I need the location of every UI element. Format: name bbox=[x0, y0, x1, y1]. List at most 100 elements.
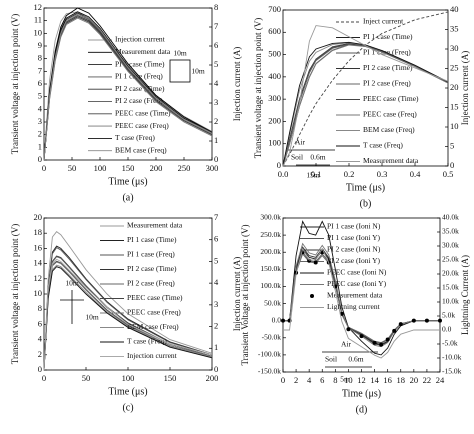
y2-tick-label: 15.0k bbox=[442, 283, 459, 292]
y-tick-label: 8 bbox=[38, 53, 42, 63]
x-tick-label: 0 bbox=[281, 375, 285, 385]
x-tick-label: 100 bbox=[94, 163, 107, 173]
annotation: 10m bbox=[173, 49, 187, 58]
legend-label: Measurement data bbox=[363, 156, 419, 165]
y-tick-label: 8 bbox=[38, 303, 42, 313]
legend-label: PI 2 case (Time) bbox=[363, 63, 413, 72]
legend-label: Measurement data bbox=[327, 291, 383, 300]
x-tick-label: 250 bbox=[178, 163, 191, 173]
legend-label: PI 1 case (Freq) bbox=[115, 72, 163, 81]
x-tick-label: 0 bbox=[42, 373, 46, 383]
legend-label: Measurement data bbox=[115, 47, 171, 56]
y2-tick-label: 2 bbox=[214, 321, 218, 331]
y2-tick-label: 0 bbox=[214, 364, 218, 374]
annotation: 5m bbox=[340, 375, 350, 384]
y-tick-label: 6 bbox=[38, 78, 42, 88]
y-tick-label: 2 bbox=[38, 349, 42, 359]
y2-tick-label: 20 bbox=[450, 82, 459, 92]
series-line bbox=[282, 25, 449, 167]
y-tick-label: 200.0k bbox=[260, 247, 281, 256]
annotation: 10m bbox=[65, 279, 79, 288]
annotation: 0.6m bbox=[310, 153, 325, 162]
legend-label: PI 1 case (Freq) bbox=[127, 250, 175, 259]
data-point bbox=[281, 318, 285, 323]
legend-label: Lightning current bbox=[327, 302, 381, 311]
data-point bbox=[372, 340, 377, 345]
legend-label: PI 1 case (Ioni Y) bbox=[327, 233, 381, 242]
series-line bbox=[43, 17, 213, 161]
y2-tick-label: 0 bbox=[214, 154, 218, 164]
data-point bbox=[411, 318, 416, 323]
x-tick-label: 24 bbox=[436, 375, 445, 385]
legend-label: PI 2 case (Freq) bbox=[127, 279, 175, 288]
y2-tick-label: 15 bbox=[450, 101, 459, 111]
x-tick-label: 4 bbox=[307, 375, 312, 385]
legend-label: Inject current bbox=[363, 17, 404, 26]
grid-square bbox=[169, 59, 191, 83]
annotation: 0.6m bbox=[348, 355, 363, 364]
y-tick-label: 250.0k bbox=[260, 230, 281, 239]
legend-label: PEEC case (Ioni Y) bbox=[327, 279, 387, 288]
y2-tick-label: 25.0k bbox=[442, 255, 459, 264]
y2-axis-label: Lightning Current (A) bbox=[460, 255, 470, 335]
data-point bbox=[359, 334, 364, 339]
series-line bbox=[282, 41, 449, 167]
y2-tick-label: 2 bbox=[214, 116, 218, 126]
series-line bbox=[43, 13, 213, 161]
y-axis-label: Transient voltage at injection point (V) bbox=[10, 224, 20, 364]
legend-label: BEM case (Freq) bbox=[127, 322, 179, 331]
legend-label: PI 2 case (Time) bbox=[127, 264, 177, 273]
legend-label: T case (Freq) bbox=[127, 337, 167, 346]
legend-label: Measurement data bbox=[127, 221, 183, 230]
y-tick-label: 100 bbox=[268, 138, 281, 148]
y-tick-label: 3 bbox=[38, 116, 42, 126]
y2-tick-label: 5 bbox=[214, 59, 218, 69]
x-tick-label: 200 bbox=[206, 373, 219, 383]
legend-label: PI 1 case (Freq) bbox=[363, 48, 411, 57]
x-tick-label: 10 bbox=[344, 375, 353, 385]
y2-tick-label: -5.0k bbox=[442, 339, 458, 348]
y-tick-label: 4 bbox=[38, 334, 43, 344]
series-line bbox=[283, 220, 440, 356]
x-tick-label: 18 bbox=[397, 375, 406, 385]
y2-tick-label: -15.0k bbox=[442, 367, 462, 376]
y2-tick-label: 0 bbox=[450, 160, 454, 170]
y2-axis-label: Injection current (A) bbox=[460, 51, 470, 125]
x-tick-label: 300 bbox=[206, 163, 219, 173]
y2-tick-label: 8 bbox=[214, 2, 218, 12]
y2-tick-label: 35 bbox=[450, 23, 459, 33]
y-tick-label: 300.0k bbox=[260, 213, 281, 222]
x-axis-label: Time (μs) bbox=[346, 182, 385, 193]
legend-swatch bbox=[310, 294, 314, 298]
y-tick-label: 0 bbox=[38, 154, 42, 164]
y-tick-label: 400 bbox=[268, 71, 281, 81]
y-tick-label: 20 bbox=[34, 212, 43, 222]
y-tick-label: 2 bbox=[38, 129, 42, 139]
y2-tick-label: 4 bbox=[214, 78, 219, 88]
y2-tick-label: 20.0k bbox=[442, 269, 459, 278]
series-line bbox=[43, 258, 213, 371]
y-tick-label: 10 bbox=[34, 288, 43, 298]
y-tick-label: 150.0k bbox=[260, 264, 281, 273]
y2-tick-label: 1 bbox=[214, 135, 218, 145]
series-line bbox=[43, 231, 213, 371]
x-tick-label: 16 bbox=[383, 375, 392, 385]
legend-label: Injection current bbox=[115, 35, 166, 44]
x-tick-label: 12 bbox=[357, 375, 366, 385]
y2-tick-label: 30.0k bbox=[442, 241, 459, 250]
caption: (d) bbox=[356, 404, 368, 415]
y2-tick-label: 5.0k bbox=[442, 311, 455, 320]
legend-label: Injection current bbox=[127, 351, 178, 360]
y2-tick-label: 1 bbox=[214, 342, 218, 352]
y2-tick-label: 7 bbox=[214, 212, 218, 222]
y2-tick-label: 0.0 bbox=[442, 325, 452, 334]
data-point bbox=[438, 318, 442, 323]
data-point bbox=[424, 318, 429, 323]
y2-tick-label: 25 bbox=[450, 62, 459, 72]
y2-tick-label: 4 bbox=[214, 277, 219, 287]
y2-axis-label: Injection current (A) bbox=[232, 47, 242, 121]
annotation: 10m bbox=[191, 67, 205, 76]
y-tick-label: -150.0k bbox=[258, 367, 281, 376]
legend-label: PI 1 case (Time) bbox=[127, 235, 177, 244]
y-tick-label: 100.0k bbox=[260, 281, 281, 290]
